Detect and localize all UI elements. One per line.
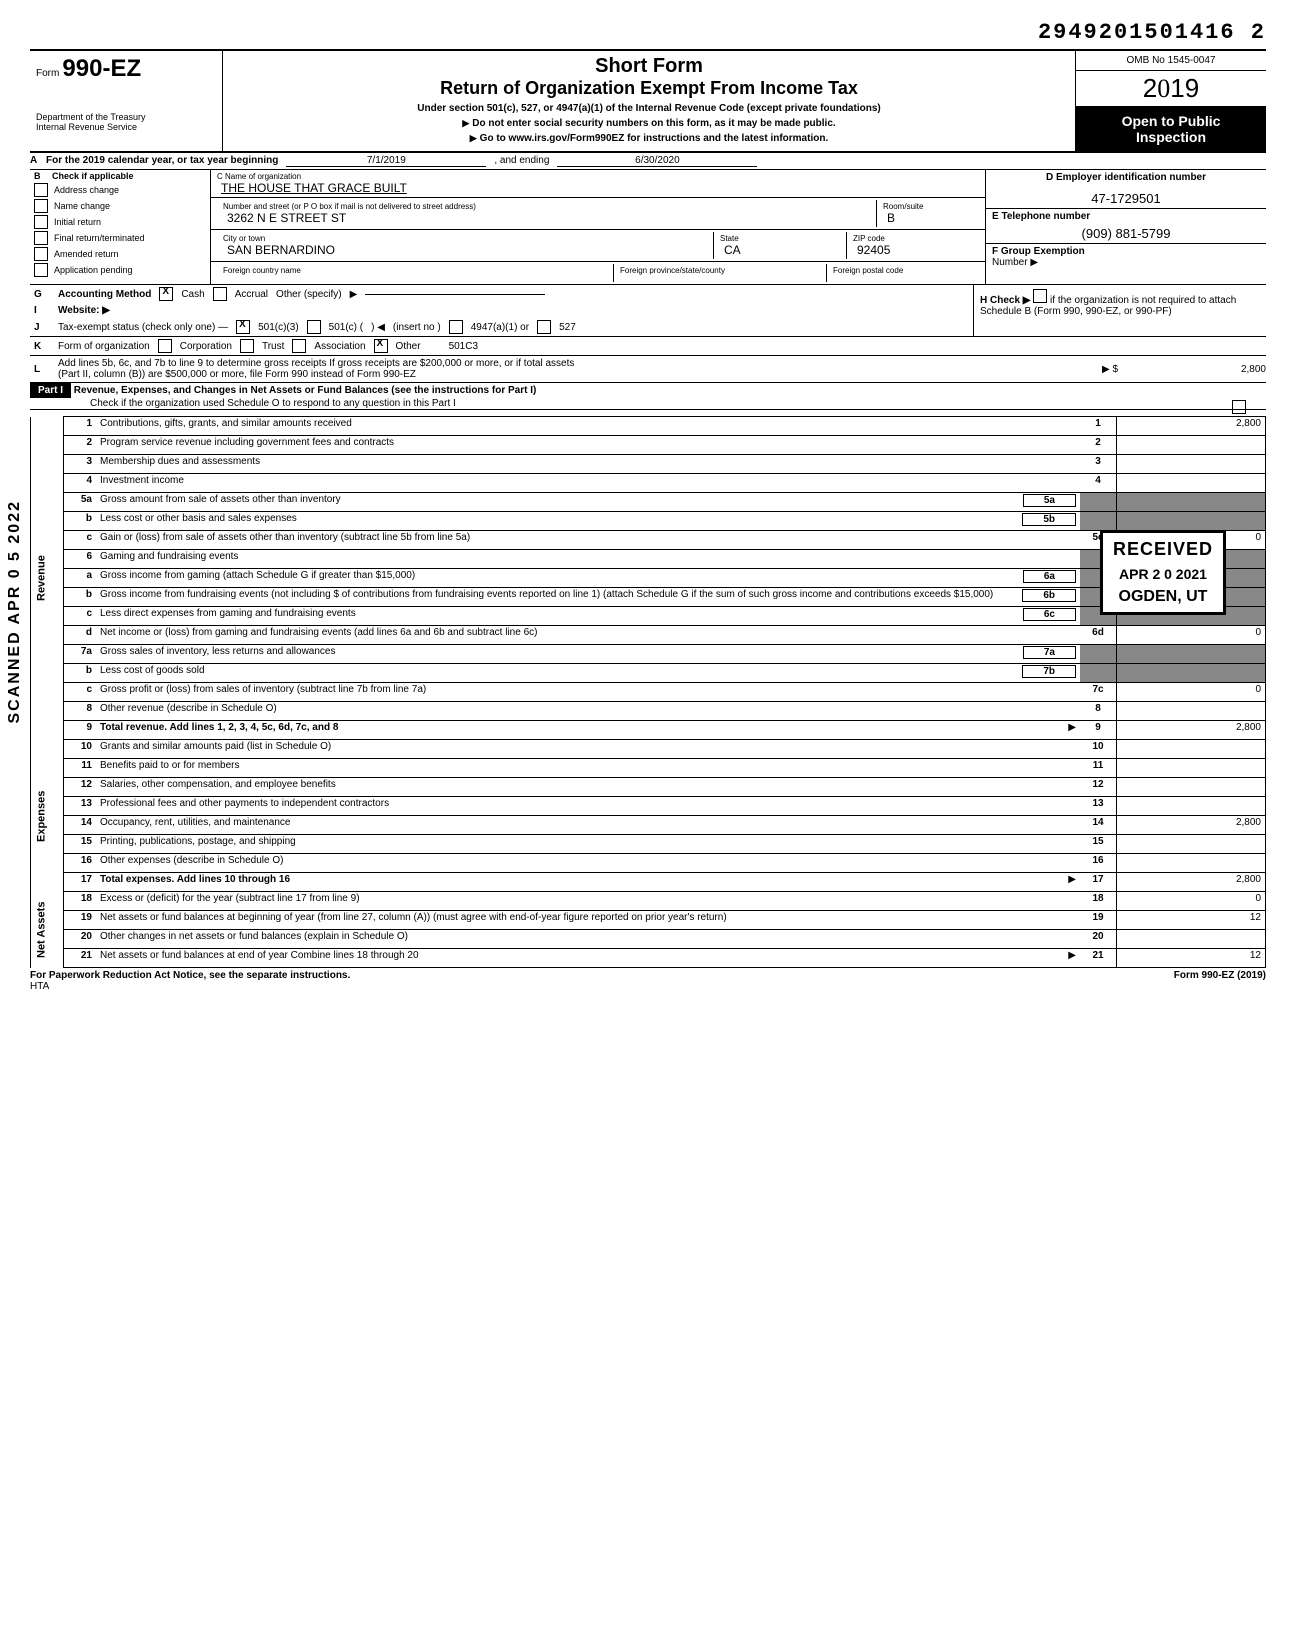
state: CA: [720, 243, 840, 257]
org-name: THE HOUSE THAT GRACE BUILT: [217, 181, 979, 195]
label-group-exemption: F Group Exemption: [992, 246, 1085, 257]
chk-501c[interactable]: [307, 320, 321, 334]
form-of-org-label: Form of organization: [58, 341, 150, 352]
paperwork-notice: For Paperwork Reduction Act Notice, see …: [30, 970, 350, 981]
line-a-text: For the 2019 calendar year, or tax year …: [46, 155, 278, 167]
check-if-applicable: Check if applicable: [52, 171, 134, 181]
label-state: State: [720, 234, 840, 243]
chk-association[interactable]: [292, 339, 306, 353]
website-label: Website: ▶: [58, 305, 110, 316]
line-i-label: I: [30, 305, 50, 316]
label-zip: ZIP code: [853, 234, 973, 243]
inspection: Inspection: [1078, 129, 1264, 145]
other-org-value: 501C3: [449, 341, 478, 352]
document-locator-number: 2949201501416 2: [30, 20, 1266, 45]
part-1-label: Part I: [30, 383, 71, 398]
line-h-check: H Check ▶: [980, 295, 1030, 306]
subhead-section: Under section 501(c), 527, or 4947(a)(1)…: [231, 103, 1067, 114]
dept-irs: Internal Revenue Service: [36, 123, 216, 133]
label-street: Number and street (or P O box if mail is…: [223, 202, 870, 211]
subhead-ssn: Do not enter social security numbers on …: [231, 118, 1067, 129]
label-group-number: Number ▶: [992, 257, 1038, 268]
room-suite: B: [883, 211, 973, 225]
footer: For Paperwork Reduction Act Notice, see …: [30, 968, 1266, 992]
form-number: 990-EZ: [62, 55, 141, 82]
label-foreign-postal: Foreign postal code: [833, 266, 973, 275]
chk-cash[interactable]: [159, 287, 173, 301]
received-stamp: RECEIVED APR 2 0 2021 OGDEN, UT: [1100, 530, 1226, 615]
label-phone: E Telephone number: [992, 211, 1260, 222]
title-return: Return of Organization Exempt From Incom…: [231, 78, 1067, 99]
line-l-text2: (Part II, column (B)) are $500,000 or mo…: [58, 369, 1094, 380]
line-g-label: G: [30, 289, 50, 300]
chk-final-return[interactable]: [34, 231, 48, 245]
title-short-form: Short Form: [231, 55, 1067, 78]
line-k-label: K: [30, 341, 50, 352]
hta: HTA: [30, 981, 49, 992]
form-header: Form 990-EZ Department of the Treasury I…: [30, 49, 1266, 153]
accounting-method-label: Accounting Method: [58, 289, 151, 300]
chk-app-pending[interactable]: [34, 263, 48, 277]
tax-exempt-label: Tax-exempt status (check only one) —: [58, 322, 228, 333]
line-l-label: L: [30, 364, 50, 375]
label-ein: D Employer identification number: [992, 172, 1260, 183]
lines-table: Revenue 1Contributions, gifts, grants, a…: [30, 416, 1266, 968]
city: SAN BERNARDINO: [223, 243, 707, 257]
chk-corporation[interactable]: [158, 339, 172, 353]
label-foreign-province: Foreign province/state/county: [620, 266, 820, 275]
chk-other-org[interactable]: [374, 339, 388, 353]
phone: (909) 881-5799: [992, 226, 1260, 241]
subhead-url: Go to www.irs.gov/Form990EZ for instruct…: [231, 133, 1067, 144]
chk-527[interactable]: [537, 320, 551, 334]
form-prefix: Form: [36, 68, 59, 79]
chk-schedule-b[interactable]: [1033, 289, 1047, 303]
tax-year-begin: 7/1/2019: [286, 155, 486, 167]
chk-amended[interactable]: [34, 247, 48, 261]
chk-501c3[interactable]: [236, 320, 250, 334]
scanned-stamp: SCANNED APR 0 5 2022: [6, 500, 24, 723]
chk-initial-return[interactable]: [34, 215, 48, 229]
label-foreign-country: Foreign country name: [223, 266, 607, 275]
line-a-mid: , and ending: [494, 155, 549, 167]
chk-trust[interactable]: [240, 339, 254, 353]
block-b: BCheck if applicable Address change Name…: [30, 170, 1266, 285]
side-expenses: Expenses: [31, 740, 64, 892]
side-revenue: Revenue: [31, 417, 64, 740]
chk-name-change[interactable]: [34, 199, 48, 213]
part-1-check-text: Check if the organization used Schedule …: [30, 398, 456, 409]
line-a: A For the 2019 calendar year, or tax yea…: [30, 153, 1266, 170]
ein: 47-1729501: [992, 191, 1260, 206]
gross-receipts: 2,800: [1126, 364, 1266, 375]
zip: 92405: [853, 243, 973, 257]
line-l-text1: Add lines 5b, 6c, and 7b to line 9 to de…: [58, 358, 1094, 369]
label-room: Room/suite: [883, 202, 973, 211]
line-j-label: J: [30, 322, 50, 333]
omb-number: OMB No 1545-0047: [1076, 51, 1266, 71]
chk-accrual[interactable]: [213, 287, 227, 301]
tax-year-end: 6/30/2020: [557, 155, 757, 167]
label-city: City or town: [223, 234, 707, 243]
tax-year: 2019: [1076, 71, 1266, 107]
chk-4947[interactable]: [449, 320, 463, 334]
street-address: 3262 N E STREET ST: [223, 211, 870, 225]
side-net-assets: Net Assets: [31, 892, 64, 968]
label-org-name: C Name of organization: [217, 172, 979, 181]
chk-address-change[interactable]: [34, 183, 48, 197]
form-footer: Form 990-EZ (2019): [1174, 970, 1266, 992]
part-1-title: Revenue, Expenses, and Changes in Net As…: [74, 385, 537, 396]
open-to-public: Open to Public: [1078, 113, 1264, 129]
